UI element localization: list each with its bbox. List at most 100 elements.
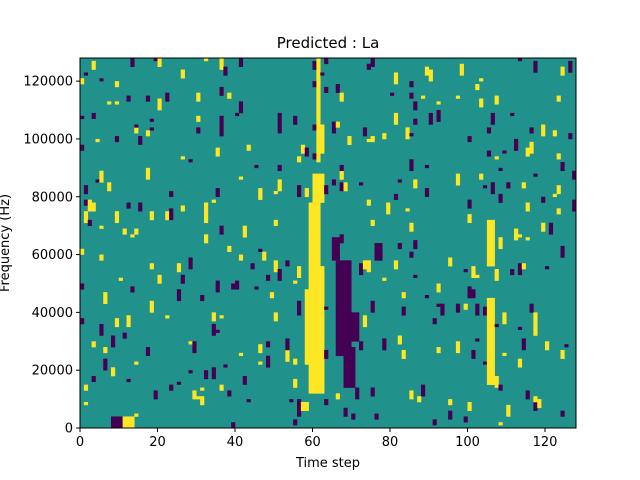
heatmap-cell bbox=[111, 335, 116, 348]
heatmap-cell bbox=[521, 263, 526, 270]
heatmap-cell bbox=[541, 124, 546, 137]
heatmap-cell bbox=[428, 112, 433, 125]
heatmap-cell bbox=[219, 225, 224, 235]
heatmap-cell bbox=[149, 300, 154, 313]
heatmap-cell bbox=[502, 150, 507, 154]
heatmap-cell bbox=[134, 413, 139, 417]
heatmap-cell bbox=[250, 263, 255, 270]
heatmap-cell bbox=[219, 315, 224, 319]
heatmap-cell bbox=[320, 266, 325, 394]
plot-area bbox=[80, 58, 577, 429]
heatmap-cell bbox=[351, 413, 356, 420]
heatmap-cell bbox=[200, 295, 205, 302]
x-tick-label: 40 bbox=[227, 435, 244, 450]
heatmap-cell bbox=[80, 78, 85, 85]
heatmap-cell bbox=[308, 202, 313, 394]
heatmap-cell bbox=[339, 170, 344, 180]
heatmap-cell bbox=[235, 280, 240, 290]
heatmap-cell bbox=[192, 341, 197, 354]
heatmap-cell bbox=[285, 338, 290, 351]
x-tick-label: 0 bbox=[76, 435, 84, 450]
heatmap-cell bbox=[134, 361, 139, 365]
heatmap-cell bbox=[293, 358, 298, 365]
heatmap-cell bbox=[219, 384, 224, 391]
heatmap-cell bbox=[517, 326, 523, 331]
heatmap-cell bbox=[169, 208, 174, 221]
heatmap-cell bbox=[339, 182, 344, 192]
heatmap-cell bbox=[343, 260, 348, 388]
heatmap-cell bbox=[114, 81, 120, 88]
heatmap-cell bbox=[552, 130, 557, 137]
heatmap-cell bbox=[471, 266, 476, 278]
heatmap-cell bbox=[339, 234, 344, 244]
heatmap-cell bbox=[324, 306, 329, 310]
heatmap-cell bbox=[83, 384, 89, 391]
heatmap-cell bbox=[258, 188, 263, 200]
heatmap-cell bbox=[103, 358, 108, 371]
heatmap-cell bbox=[99, 254, 104, 261]
heatmap-cell bbox=[436, 303, 441, 307]
x-tick-label: 100 bbox=[455, 435, 480, 450]
heatmap-cell bbox=[219, 86, 224, 96]
heatmap-cell bbox=[320, 173, 325, 203]
heatmap-cell bbox=[130, 416, 135, 429]
heatmap-cell bbox=[273, 312, 278, 322]
heatmap-cell bbox=[335, 393, 340, 400]
x-tick-label: 60 bbox=[304, 435, 321, 450]
heatmap-cell bbox=[273, 190, 278, 195]
heatmap-cell bbox=[204, 202, 209, 224]
heatmap-cell bbox=[312, 124, 317, 131]
heatmap-cell bbox=[266, 274, 271, 281]
heatmap-cell bbox=[126, 95, 131, 102]
heatmap-cell bbox=[390, 92, 395, 96]
heatmap-cell bbox=[525, 390, 530, 400]
heatmap-cell bbox=[498, 193, 503, 203]
heatmap-cell bbox=[122, 332, 127, 339]
heatmap-cell bbox=[118, 416, 123, 429]
heatmap-cell bbox=[312, 60, 317, 70]
heatmap-cell bbox=[196, 115, 201, 122]
heatmap-cell bbox=[130, 286, 135, 293]
heatmap-cell bbox=[312, 81, 317, 88]
heatmap-cell bbox=[486, 127, 492, 134]
heatmap-cell bbox=[548, 222, 554, 235]
heatmap-cell bbox=[568, 60, 573, 73]
heatmap-cell bbox=[463, 303, 468, 310]
heatmap-cell bbox=[304, 289, 309, 365]
heatmap-cell bbox=[258, 248, 263, 252]
heatmap-cell bbox=[273, 219, 278, 226]
heatmap-cell bbox=[560, 245, 565, 258]
heatmap-cell bbox=[483, 361, 488, 365]
heatmap-cell bbox=[502, 352, 507, 357]
heatmap-cell bbox=[157, 274, 162, 284]
heatmap-cell bbox=[258, 361, 263, 365]
x-tick-label: 120 bbox=[533, 435, 558, 450]
heatmap-cell bbox=[533, 312, 538, 336]
heatmap-cell bbox=[359, 263, 364, 276]
heatmap-cell bbox=[359, 341, 364, 351]
heatmap-cell bbox=[176, 381, 182, 385]
heatmap-cell bbox=[316, 58, 321, 163]
heatmap-cell bbox=[506, 182, 511, 189]
heatmap-cell bbox=[490, 219, 495, 267]
heatmap-cell bbox=[560, 66, 565, 76]
heatmap-cell bbox=[494, 269, 499, 281]
heatmap-cell bbox=[386, 202, 391, 215]
heatmap-cell bbox=[126, 315, 131, 328]
heatmap-cell bbox=[382, 277, 387, 281]
heatmap-cell bbox=[413, 101, 418, 111]
heatmap-cell bbox=[556, 208, 561, 215]
heatmap-cell bbox=[483, 306, 488, 316]
heatmap-cell bbox=[277, 269, 282, 281]
heatmap-cell bbox=[448, 410, 453, 420]
heatmap-cell bbox=[479, 98, 484, 108]
heatmap-cell bbox=[529, 127, 534, 134]
heatmap-cell bbox=[401, 306, 406, 316]
heatmap-cell bbox=[335, 237, 340, 357]
heatmap-cell bbox=[560, 349, 565, 359]
heatmap-cell bbox=[556, 185, 561, 195]
heatmap-cell bbox=[343, 182, 348, 192]
chart-title: Predicted : La bbox=[277, 34, 380, 52]
heatmap-cell bbox=[83, 401, 89, 406]
heatmap-cell bbox=[424, 66, 430, 76]
